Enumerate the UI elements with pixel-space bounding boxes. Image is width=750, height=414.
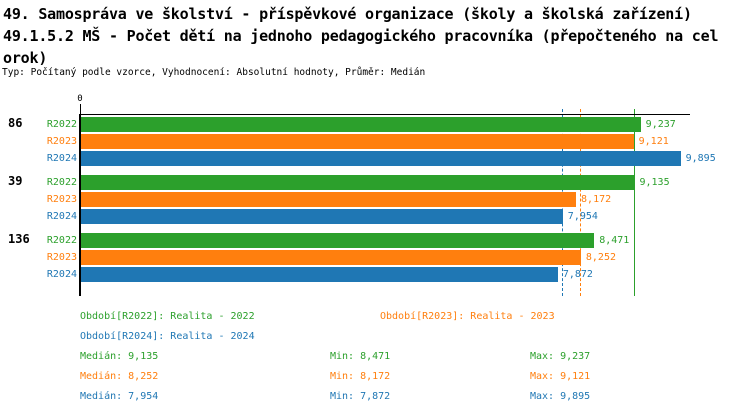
legend-period-r2022: Období[R2022]: Realita - 2022 — [80, 311, 255, 322]
stat-max-r2022: Max: 9,237 — [530, 351, 591, 362]
bar — [80, 117, 641, 132]
chart-meta: Typ: Počítaný podle vzorce, Vyhodnocení:… — [2, 67, 426, 78]
chart-title-line-3: orok) — [3, 49, 48, 67]
row-label-r2023: R2023 — [46, 252, 77, 263]
row-label-r2024: R2024 — [46, 211, 77, 222]
group-label: 136 — [8, 232, 30, 246]
median-line-r2022 — [633, 109, 635, 296]
legend-period-r2023: Období[R2023]: Realita - 2023 — [380, 311, 555, 322]
bar — [80, 151, 681, 166]
bar-value-label: 9,237 — [645, 119, 676, 130]
x-axis-zero-tick — [79, 104, 81, 114]
stat-median-r2024: Medián: 7,954 — [80, 391, 159, 402]
x-axis-top-line — [80, 114, 690, 115]
row-label-r2022: R2022 — [46, 235, 77, 246]
stat-min-r2023: Min: 8,172 — [330, 371, 391, 382]
chart-title-line-2: 49.1.5.2 MŠ - Počet dětí na jednoho peda… — [3, 27, 719, 45]
legend-period-r2024: Období[R2024]: Realita - 2024 — [80, 331, 255, 342]
stat-median-r2022: Medián: 9,135 — [80, 351, 159, 362]
bar — [80, 175, 635, 190]
stat-min-r2022: Min: 8,471 — [330, 351, 391, 362]
bar-value-label: 7,954 — [567, 211, 598, 222]
bar-value-label: 7,872 — [562, 269, 593, 280]
bar — [80, 267, 558, 282]
bar — [80, 250, 581, 265]
bar — [80, 192, 577, 207]
row-label-r2024: R2024 — [46, 269, 77, 280]
row-label-r2022: R2022 — [46, 119, 77, 130]
row-label-r2024: R2024 — [46, 153, 77, 164]
group-label: 86 — [8, 116, 23, 130]
bar — [80, 134, 634, 149]
stat-max-r2023: Max: 9,121 — [530, 371, 591, 382]
bar — [80, 209, 563, 224]
bar-value-label: 9,135 — [639, 177, 670, 188]
row-label-r2023: R2023 — [46, 136, 77, 147]
x-axis-zero-label: 0 — [77, 94, 83, 104]
bar-value-label: 8,471 — [599, 235, 630, 246]
stat-max-r2024: Max: 9,895 — [530, 391, 591, 402]
bar-value-label: 9,895 — [685, 153, 716, 164]
bar-value-label: 8,252 — [585, 252, 616, 263]
stat-min-r2024: Min: 7,872 — [330, 391, 391, 402]
bar-value-label: 8,172 — [581, 194, 612, 205]
group-label: 39 — [8, 174, 23, 188]
bar-value-label: 9,121 — [638, 136, 669, 147]
bar — [80, 233, 595, 248]
stat-median-r2023: Medián: 8,252 — [80, 371, 159, 382]
row-label-r2022: R2022 — [46, 177, 77, 188]
row-label-r2023: R2023 — [46, 194, 77, 205]
y-axis-line — [79, 114, 81, 296]
median-line-r2023 — [580, 109, 582, 296]
chart-title-line-1: 49. Samospráva ve školství - příspěvkové… — [3, 5, 692, 23]
